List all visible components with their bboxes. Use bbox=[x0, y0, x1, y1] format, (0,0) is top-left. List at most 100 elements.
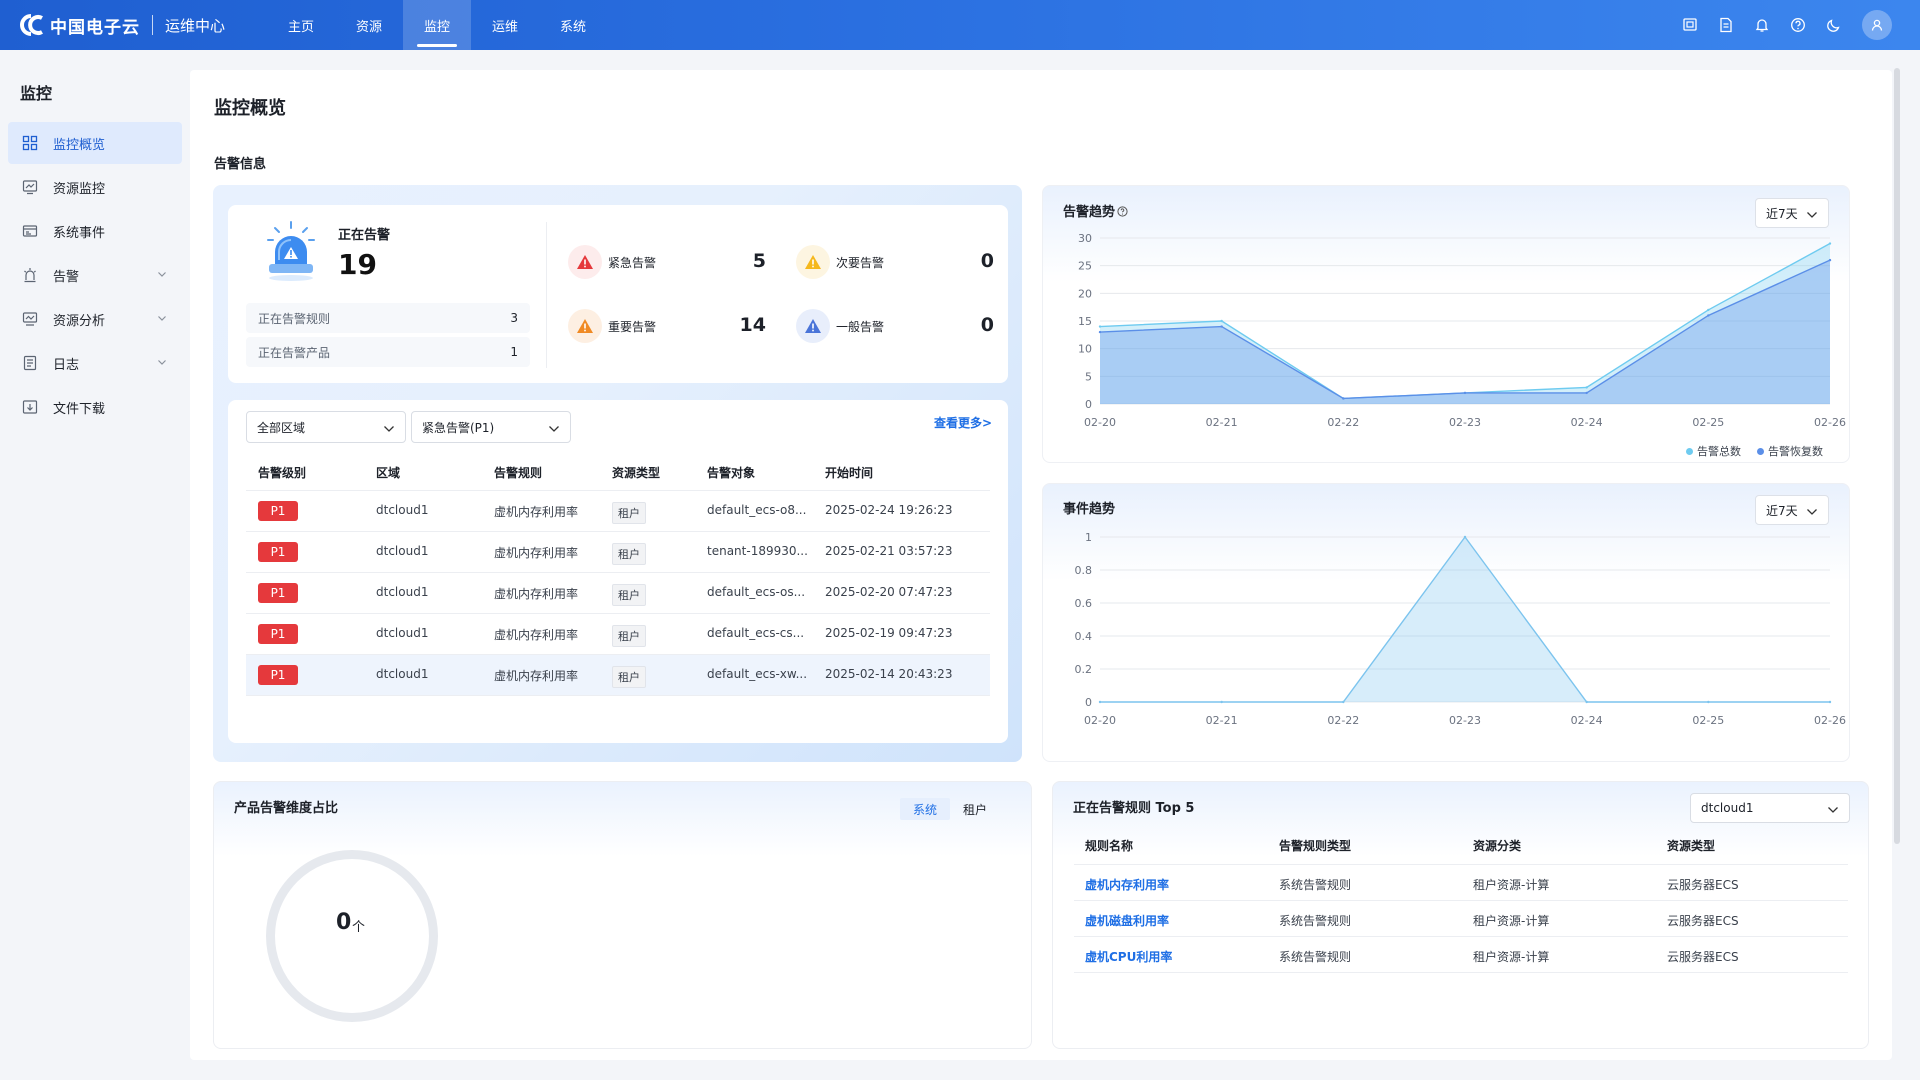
logo[interactable]: 中国电子云 运维中心 bbox=[20, 13, 225, 38]
table-row: 虚机内存利用率 系统告警规则 租户资源-计算 云服务器ECS bbox=[1074, 865, 1848, 901]
level-minor[interactable]: 次要告警 bbox=[796, 245, 884, 279]
category-cell: 租户资源-计算 bbox=[1473, 878, 1550, 892]
nav-operations[interactable]: 运维 bbox=[492, 19, 519, 35]
region-select[interactable]: 全部区域 bbox=[246, 411, 406, 443]
chevron-down-icon bbox=[1806, 506, 1818, 520]
table-row[interactable]: P1 dtcloud1 虚机内存利用率 租户 default_ecs-os...… bbox=[246, 573, 990, 614]
sidebar-item-overview[interactable]: 监控概览 bbox=[8, 122, 182, 164]
level-badge: P1 bbox=[258, 624, 298, 644]
x-tick-label: 02-24 bbox=[1571, 714, 1603, 727]
sidebar-item-logs[interactable]: 日志 bbox=[8, 342, 182, 384]
table-row[interactable]: P1 dtcloud1 虚机内存利用率 租户 default_ecs-xw...… bbox=[246, 655, 990, 696]
chevron-down-icon bbox=[156, 312, 168, 328]
y-tick-label: 0.8 bbox=[1075, 564, 1093, 577]
legend-item[interactable]: 告警总数 bbox=[1686, 443, 1741, 459]
scrollbar[interactable] bbox=[1894, 68, 1900, 844]
x-tick-label: 02-23 bbox=[1449, 416, 1481, 429]
event-trend-range-select[interactable]: 近7天 bbox=[1755, 495, 1829, 525]
time-cell: 2025-02-14 20:43:23 bbox=[825, 667, 953, 681]
bell-icon[interactable] bbox=[1744, 0, 1780, 50]
time-cell: 2025-02-20 07:47:23 bbox=[825, 585, 953, 599]
sidebar-item-label: 资源监控 bbox=[53, 181, 106, 197]
donut-unit: 个 bbox=[352, 920, 366, 935]
alarm-products-label: 正在告警产品 bbox=[258, 345, 331, 360]
data-point bbox=[1828, 258, 1832, 262]
data-point bbox=[1828, 242, 1832, 245]
nav-monitoring[interactable]: 监控 bbox=[403, 0, 472, 50]
level-general-count: 0 bbox=[980, 314, 994, 336]
nav-system[interactable]: 系统 bbox=[560, 19, 587, 35]
data-point bbox=[1828, 700, 1832, 704]
user-avatar[interactable] bbox=[1862, 10, 1892, 40]
region-cell: dtcloud1 bbox=[376, 626, 429, 640]
warning-triangle-icon bbox=[796, 309, 830, 343]
legend-item[interactable]: 告警恢复数 bbox=[1757, 443, 1823, 459]
toggle-tenant[interactable]: 租户 bbox=[962, 802, 987, 817]
alarm-trend-title: 告警趋势 bbox=[1063, 201, 1128, 221]
resource-type-cell: 云服务器ECS bbox=[1667, 950, 1739, 964]
rule-name-link[interactable]: 虚机内存利用率 bbox=[1085, 878, 1170, 892]
object-cell: default_ecs-cs... bbox=[707, 626, 805, 640]
sidebar-item-file-download[interactable]: 文件下载 bbox=[8, 386, 182, 428]
level-label: 重要告警 bbox=[608, 319, 657, 334]
sidebar-item-system-events[interactable]: 系统事件 bbox=[8, 210, 182, 252]
level-critical[interactable]: 紧急告警 bbox=[568, 245, 656, 279]
warning-triangle-icon bbox=[568, 309, 602, 343]
rule-cell: 虚机内存利用率 bbox=[494, 669, 579, 683]
table-row: 虚机磁盘利用率 系统告警规则 租户资源-计算 云服务器ECS bbox=[1074, 901, 1848, 937]
level-label: 紧急告警 bbox=[608, 255, 657, 270]
x-tick-label: 02-26 bbox=[1814, 416, 1846, 429]
rule-name-link[interactable]: 虚机CPU利用率 bbox=[1085, 950, 1173, 964]
legend-label: 告警总数 bbox=[1697, 445, 1741, 458]
top-rules-title: 正在告警规则 Top 5 bbox=[1073, 801, 1195, 816]
series-area bbox=[1100, 537, 1830, 702]
level-critical-count: 5 bbox=[752, 250, 766, 272]
download-icon bbox=[21, 398, 39, 416]
alarm-light-icon bbox=[21, 266, 39, 284]
sidebar-item-alarms[interactable]: 告警 bbox=[8, 254, 182, 296]
document-icon[interactable] bbox=[1708, 0, 1744, 50]
nav-resources[interactable]: 资源 bbox=[356, 19, 383, 35]
sidebar-item-resource-analysis[interactable]: 资源分析 bbox=[8, 298, 182, 340]
y-tick-label: 0 bbox=[1085, 398, 1092, 411]
column-header: 资源分类 bbox=[1473, 839, 1522, 853]
chevron-down-icon bbox=[383, 423, 395, 437]
region-cell: dtcloud1 bbox=[376, 667, 429, 681]
resource-type-tag: 租户 bbox=[612, 625, 646, 647]
divider bbox=[546, 222, 547, 368]
chevron-down-icon bbox=[156, 356, 168, 372]
y-tick-label: 15 bbox=[1078, 315, 1092, 328]
x-tick-label: 02-25 bbox=[1692, 714, 1724, 727]
alarm-rules-row[interactable]: 正在告警规则 3 bbox=[246, 303, 530, 333]
moon-icon[interactable] bbox=[1816, 0, 1852, 50]
events-icon bbox=[21, 222, 39, 240]
view-more-link[interactable]: 查看更多> bbox=[934, 416, 993, 430]
table-row[interactable]: P1 dtcloud1 虚机内存利用率 租户 default_ecs-o8...… bbox=[246, 491, 990, 532]
nav-home[interactable]: 主页 bbox=[288, 19, 315, 35]
alarm-products-row[interactable]: 正在告警产品 1 bbox=[246, 337, 530, 367]
screen-icon[interactable] bbox=[1672, 0, 1708, 50]
table-row[interactable]: P1 dtcloud1 虚机内存利用率 租户 default_ecs-cs...… bbox=[246, 614, 990, 655]
column-header: 告警级别 bbox=[258, 466, 307, 480]
column-header: 告警规则类型 bbox=[1279, 839, 1352, 853]
alarm-trend-range-select[interactable]: 近7天 bbox=[1755, 198, 1829, 228]
table-row[interactable]: P1 dtcloud1 虚机内存利用率 租户 tenant-189930... … bbox=[246, 532, 990, 573]
sidebar-item-resource-monitor[interactable]: 资源监控 bbox=[8, 166, 182, 208]
help-circle-icon[interactable] bbox=[1117, 206, 1128, 221]
level-major[interactable]: 重要告警 bbox=[568, 309, 656, 343]
sidebar-item-label: 系统事件 bbox=[53, 225, 106, 241]
region-cell: dtcloud1 bbox=[376, 585, 429, 599]
alarm-trend-title-text: 告警趋势 bbox=[1063, 205, 1116, 220]
level-general[interactable]: 一般告警 bbox=[796, 309, 884, 343]
rule-name-link[interactable]: 虚机磁盘利用率 bbox=[1085, 914, 1170, 928]
event-trend-chart: 0 0.2 0.4 0.6 0.8 1 02-20 02-21 02-22 02-23 02-24 0… bbox=[1075, 531, 1846, 727]
top-rules-card bbox=[1052, 781, 1869, 1049]
warning-triangle-icon bbox=[568, 245, 602, 279]
help-icon[interactable] bbox=[1780, 0, 1816, 50]
toggle-system[interactable]: 系统 bbox=[900, 798, 950, 820]
series-area bbox=[1100, 260, 1830, 404]
top-rules-region-select[interactable]: dtcloud1 bbox=[1690, 793, 1850, 823]
level-select[interactable]: 紧急告警(P1) bbox=[411, 411, 571, 443]
app-name: 运维中心 bbox=[165, 16, 226, 35]
header-divider bbox=[1074, 864, 1848, 865]
